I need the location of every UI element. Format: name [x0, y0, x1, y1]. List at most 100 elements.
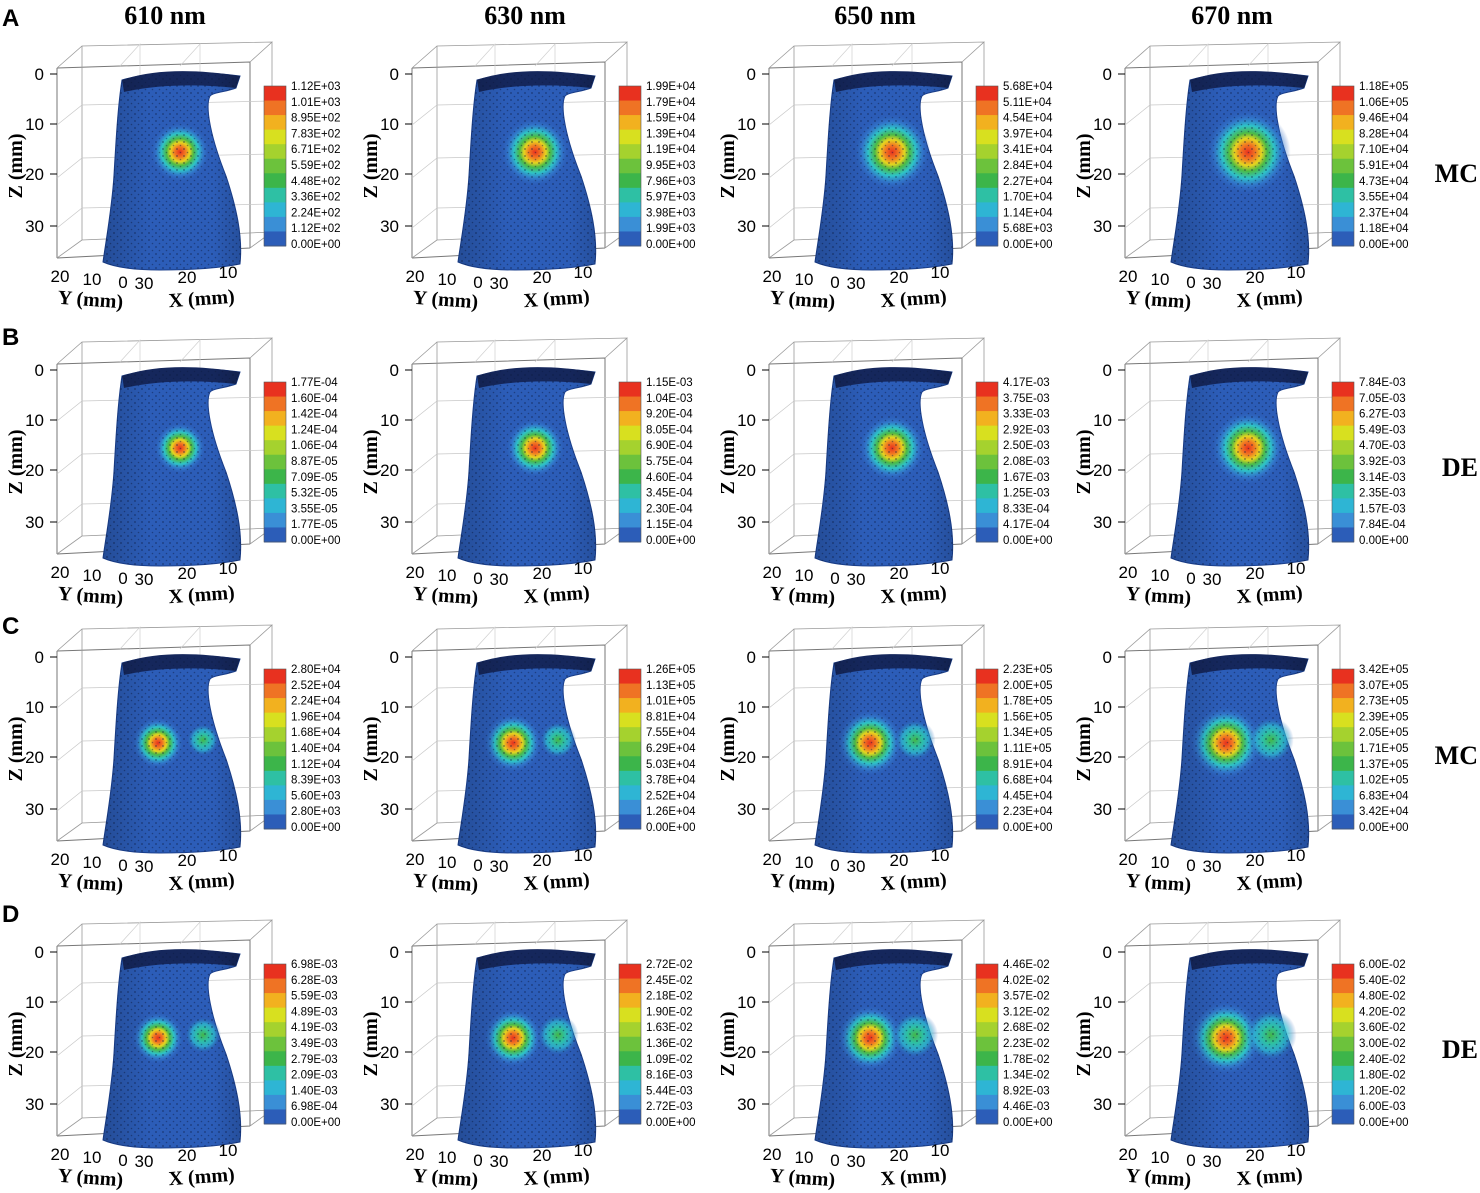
colorbar-label: 1.90E-02	[646, 1006, 693, 1018]
colorbar-label: 3.92E-03	[1359, 456, 1406, 468]
colorbar: 4.46E-02 4.02E-02 3.57E-02 3.12E-02 2.68E-02…	[975, 959, 1053, 1129]
colorbar-label: 2.50E-03	[1003, 440, 1050, 452]
colorbar-segment-3	[976, 411, 998, 427]
phantom-surface	[102, 367, 242, 567]
colorbar-segment-6	[1332, 158, 1354, 174]
colorbar-segment-10	[619, 512, 641, 528]
colorbar-segment-9	[619, 785, 641, 801]
z-axis-label: Z (mm)	[717, 430, 739, 495]
colorbar-label: 5.59E-03	[291, 991, 338, 1003]
colorbar-segment-5	[1332, 440, 1354, 456]
y-axis-ticks: 20 10 0	[763, 563, 840, 588]
surface-shading	[1171, 72, 1309, 270]
x-tick-10: 10	[219, 559, 238, 578]
colorbar-label: 2.72E-02	[646, 959, 693, 971]
colorbar-segment-6	[619, 158, 641, 174]
colorbar-segment-8	[264, 483, 286, 499]
z-tick-20: 20	[25, 1043, 44, 1062]
colorbar-segment-6	[619, 1036, 641, 1052]
y-tick-0: 0	[1186, 273, 1195, 292]
colorbar-label: 1.39E+04	[646, 128, 696, 140]
colorbar-label: 1.06E-04	[291, 440, 338, 452]
colorbar-segment-6	[976, 1036, 998, 1052]
colorbar-label: 1.04E-03	[646, 393, 693, 405]
y-tick-20: 20	[763, 267, 782, 286]
z-tick-20: 20	[737, 748, 756, 767]
z-tick-10: 10	[25, 993, 44, 1012]
x-axis-ticks: 30 20 10	[135, 846, 238, 876]
y-tick-10: 10	[1151, 566, 1170, 585]
colorbar-segment-9	[264, 785, 286, 801]
x-axis-ticks: 30 20 10	[1203, 1141, 1306, 1171]
x-tick-10: 10	[574, 846, 593, 865]
colorbar-segment-2	[976, 978, 998, 994]
y-tick-20: 20	[763, 850, 782, 869]
x-tick-20: 20	[1246, 564, 1265, 583]
colorbar-label: 1.12E+02	[291, 223, 341, 235]
z-axis-label: Z (mm)	[1073, 717, 1095, 782]
colorbar-segment-5	[976, 144, 998, 160]
colorbar-label: 1.34E+05	[1003, 727, 1053, 739]
y-tick-10: 10	[1151, 270, 1170, 289]
axis-box-front	[768, 939, 963, 1137]
x-axis-label: X (mm)	[168, 1164, 235, 1191]
z-tick-30: 30	[380, 1095, 399, 1114]
colorbar-label: 8.92E-03	[1003, 1085, 1050, 1097]
axis-box-front	[1124, 61, 1319, 259]
x-axis-ticks: 30 20 10	[490, 1141, 593, 1171]
colorbar-segment-4	[264, 129, 286, 145]
colorbar-label: 5.11E+04	[1003, 97, 1052, 109]
x-axis-ticks: 30 20 10	[847, 1141, 950, 1171]
z-tick-10: 10	[380, 411, 399, 430]
colorbar: 6.98E-03 6.28E-03 5.59E-03 4.89E-03 4.19E-03…	[263, 959, 341, 1129]
colorbar-label: 4.02E-02	[1003, 975, 1050, 987]
colorbar-label: 3.75E-03	[1003, 393, 1050, 405]
phantom-surface	[102, 654, 242, 854]
surface-shading	[1171, 368, 1309, 566]
y-tick-10: 10	[1151, 853, 1170, 872]
colorbar-label: 5.59E+02	[291, 160, 341, 172]
colorbar-label: 4.60E-04	[646, 472, 693, 484]
colorbar-segment-1	[264, 382, 286, 398]
colorbar-segment-2	[264, 683, 286, 699]
y-tick-10: 10	[795, 1148, 814, 1167]
colorbar-label: 8.87E-05	[291, 456, 338, 468]
colorbar-label: 0.00E+00	[1003, 535, 1053, 547]
x-axis-label: X (mm)	[880, 286, 947, 313]
row-labels: A MC B DE C MC D DE	[2, 5, 1478, 1064]
colorbar: 4.17E-03 3.75E-03 3.33E-03 2.92E-03 2.50E-03…	[975, 377, 1053, 547]
x-axis-ticks: 30 20 10	[847, 263, 950, 293]
colorbar-frame	[1331, 668, 1355, 830]
phantom-surface	[814, 949, 954, 1149]
colorbar-segment-9	[619, 202, 641, 218]
x-axis-label: X (mm)	[168, 869, 235, 896]
colorbar-segment-10	[619, 799, 641, 815]
colorbar-segment-5	[264, 727, 286, 743]
z-tick-0: 0	[35, 361, 44, 380]
z-tick-0: 0	[390, 361, 399, 380]
colorbar-label: 6.83E+04	[1359, 790, 1409, 802]
colorbar-segment-11	[976, 814, 998, 830]
z-tick-10: 10	[1093, 993, 1112, 1012]
colorbar-label: 2.37E+04	[1359, 207, 1409, 219]
z-axis-ticks: 0 10 20 30	[1093, 361, 1125, 532]
axis-box-front	[56, 357, 251, 555]
colorbar-label: 0.00E+00	[646, 1117, 696, 1129]
colorbar-label: 1.26E+05	[646, 664, 696, 676]
x-tick-20: 20	[533, 564, 552, 583]
z-axis-label: Z (mm)	[717, 1012, 739, 1077]
axis-box-front	[411, 61, 606, 259]
z-tick-10: 10	[737, 698, 756, 717]
x-tick-20: 20	[178, 1146, 197, 1165]
colorbar-segment-6	[1332, 741, 1354, 757]
colorbar-segment-9	[1332, 202, 1354, 218]
x-tick-20: 20	[1246, 851, 1265, 870]
colorbar-label: 1.15E-03	[646, 377, 693, 389]
